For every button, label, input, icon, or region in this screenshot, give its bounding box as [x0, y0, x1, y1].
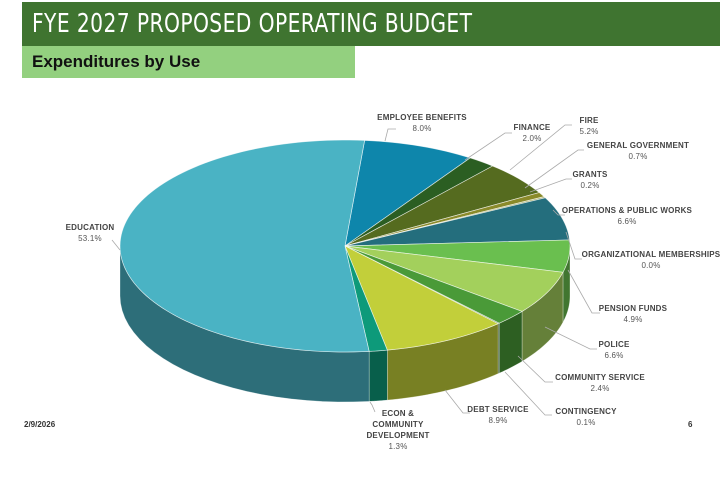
leader-line — [369, 401, 376, 413]
leader-line — [444, 389, 470, 414]
data-label-category: ECON & COMMUNITY DEVELOPMENT — [366, 409, 430, 440]
data-label: GRANTS 0.2% — [573, 169, 608, 191]
data-label-value: 8.9% — [488, 416, 508, 425]
pie-slice-side — [368, 349, 388, 402]
slide-subtitle: Expenditures by Use — [32, 52, 201, 71]
leader-line — [524, 149, 584, 189]
data-label: PENSION FUNDS 4.9% — [599, 303, 667, 325]
leader-line — [565, 231, 582, 260]
data-label: FINANCE 2.0% — [514, 122, 551, 144]
data-label-category: FIRE — [579, 116, 599, 125]
data-label-value: 6.6% — [604, 351, 624, 360]
data-label: COMMUNITY SERVICE 2.4% — [555, 372, 645, 394]
data-label-category: OPERATIONS & PUBLIC WORKS — [561, 206, 693, 215]
pie-slice — [344, 245, 564, 312]
pie-slice — [344, 165, 541, 247]
data-label-category: GENERAL GOVERNMENT — [586, 141, 690, 150]
data-label: CONTINGENCY 0.1% — [555, 406, 616, 428]
subtitle-bar: Expenditures by Use — [22, 46, 355, 78]
pie-slice — [344, 140, 471, 247]
data-label-value: 5.2% — [579, 127, 599, 136]
data-label: POLICE 6.6% — [599, 339, 630, 361]
leader-line — [504, 371, 552, 416]
data-label: DEBT SERVICE 8.9% — [467, 404, 528, 426]
title-bar: FYE 2027 PROPOSED OPERATING BUDGET — [22, 2, 720, 46]
data-label-category: DEBT SERVICE — [467, 405, 529, 414]
pie-slice — [344, 245, 499, 351]
data-label-category: EDUCATION — [65, 223, 115, 232]
data-label-value: 0.2% — [580, 181, 600, 190]
leader-line — [552, 209, 565, 216]
data-label-category: EMPLOYEE BENEFITS — [377, 113, 467, 122]
page-number: 6 — [688, 420, 693, 429]
data-label-category: POLICE — [598, 340, 630, 349]
leader-line — [544, 326, 597, 350]
data-label-category: GRANTS — [572, 170, 608, 179]
pie-slice — [344, 197, 571, 247]
pie-slice — [119, 139, 370, 353]
leader-line — [509, 124, 572, 171]
data-label-value: 6.6% — [617, 217, 637, 226]
leader-line — [111, 239, 121, 251]
data-label: OPERATIONS & PUBLIC WORKS 6.6% — [562, 205, 692, 227]
leader-line — [567, 269, 600, 314]
data-label-value: 4.9% — [623, 315, 643, 324]
data-label: FIRE 5.2% — [579, 115, 598, 137]
data-label-value: 0.1% — [576, 418, 596, 427]
leader-line — [384, 128, 396, 142]
data-label-category: COMMUNITY SERVICE — [555, 373, 645, 382]
data-label: GENERAL GOVERNMENT 0.7% — [587, 140, 689, 162]
data-label-value: 0.0% — [641, 261, 661, 270]
data-label: EMPLOYEE BENEFITS 8.0% — [377, 112, 467, 134]
data-label-value: 2.0% — [522, 134, 542, 143]
data-label-value: 0.7% — [628, 152, 648, 161]
data-label-category: CONTINGENCY — [555, 407, 617, 416]
data-label-category: ORGANIZATIONAL MEMBERSHIPS — [581, 250, 720, 259]
leader-line — [529, 178, 572, 193]
data-label: ECON & COMMUNITY DEVELOPMENT 1.3% — [358, 408, 438, 452]
leader-line — [464, 132, 512, 161]
leader-line — [517, 355, 553, 383]
data-label-value: 53.1% — [78, 234, 102, 243]
data-label-value: 8.0% — [412, 124, 432, 133]
slide-date: 2/9/2026 — [24, 420, 56, 429]
data-label-category: PENSION FUNDS — [598, 304, 668, 313]
data-label-value: 1.3% — [388, 442, 408, 451]
data-label-category: FINANCE — [513, 123, 551, 132]
data-label: EDUCATION 53.1% — [66, 222, 115, 244]
pie-slice — [344, 245, 523, 324]
data-label: ORGANIZATIONAL MEMBERSHIPS 0.0% — [582, 249, 720, 271]
data-label-value: 2.4% — [590, 384, 610, 393]
slide-title: FYE 2027 PROPOSED OPERATING BUDGET — [32, 9, 473, 39]
